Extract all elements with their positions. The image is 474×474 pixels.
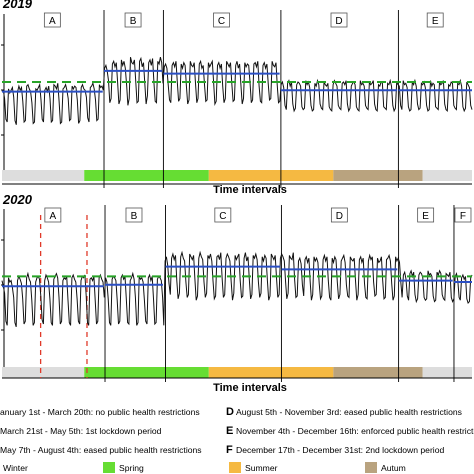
period-label-A: A	[50, 211, 57, 222]
legend-period-a: anuary 1st - March 20th: no public healt…	[0, 407, 200, 417]
period-label-E: E	[422, 211, 429, 222]
period-label-F: F	[460, 211, 466, 222]
legend-swatch-autumn	[365, 462, 377, 473]
x-axis-label: Time intervals	[213, 184, 287, 196]
season-band	[2, 367, 85, 378]
season-band	[333, 367, 423, 378]
legend-period-b: March 21st - May 5th: 1st lockdown perio…	[0, 426, 162, 436]
panel-2020: 2020 A B C D E F Time intervals	[1, 192, 473, 394]
season-band	[84, 367, 209, 378]
period-label-C: C	[219, 211, 226, 222]
legend-swatch-summer	[229, 462, 241, 473]
period-label-E: E	[432, 16, 439, 27]
season-band	[422, 367, 472, 378]
legend-swatch-spring	[103, 462, 115, 473]
legend-season-summer: Summer	[245, 463, 278, 473]
season-band	[2, 170, 85, 181]
legend-letter-d: D	[226, 406, 234, 418]
legend-season-winter: Winter	[3, 463, 28, 473]
legend-period-d: August 5th - November 3rd: eased public …	[236, 407, 462, 417]
season-band	[422, 170, 472, 181]
period-label-box	[454, 207, 472, 223]
season-band	[333, 170, 423, 181]
season-band	[208, 367, 334, 378]
series-line	[1, 250, 473, 327]
period-label-D: D	[336, 211, 343, 222]
period-label-box	[43, 12, 61, 28]
period-label-box	[417, 207, 435, 223]
legend: anuary 1st - March 20th: no public healt…	[0, 406, 474, 473]
season-band	[208, 170, 334, 181]
period-label-B: B	[131, 211, 138, 222]
period-label-box	[426, 12, 444, 28]
period-label-B: B	[130, 16, 137, 27]
legend-period-e: November 4th - December 16th: enforced p…	[236, 426, 474, 436]
period-label-box	[330, 207, 348, 223]
panel-title: 2020	[2, 192, 33, 207]
period-label-C: C	[218, 16, 225, 27]
period-label-box	[125, 207, 143, 223]
period-label-box	[214, 207, 232, 223]
panel-title: 2019	[2, 0, 33, 11]
legend-period-c: May 7th - August 4th: eased public healt…	[0, 445, 202, 455]
legend-season-autumn: Autum	[381, 463, 406, 473]
legend-season-spring: Spring	[119, 463, 144, 473]
period-label-D: D	[335, 16, 342, 27]
legend-letter-e: E	[226, 425, 233, 437]
season-band	[84, 170, 209, 181]
period-label-box	[44, 207, 62, 223]
legend-period-f: December 17th - December 31st: 2nd lockd…	[236, 445, 444, 455]
period-label-box	[213, 12, 230, 28]
x-axis-label: Time intervals	[213, 382, 287, 394]
panel-2019: 2019 A B C D E Time intervals	[1, 0, 473, 196]
series-line	[1, 56, 473, 125]
legend-letter-f: F	[226, 444, 233, 456]
period-label-box	[330, 12, 348, 28]
period-label-A: A	[49, 16, 56, 27]
period-label-box	[124, 12, 142, 28]
